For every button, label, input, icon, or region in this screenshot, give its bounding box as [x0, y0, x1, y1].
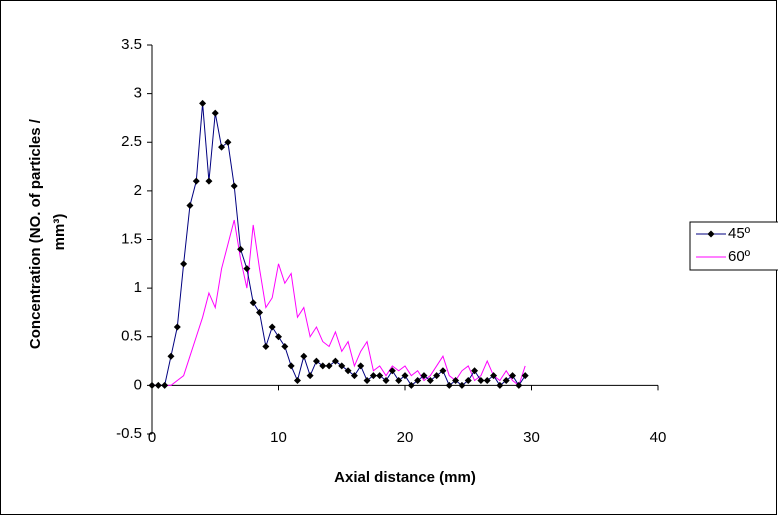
point: [376, 372, 384, 380]
point: [249, 299, 257, 307]
point: [192, 177, 200, 185]
point: [350, 372, 358, 380]
x-tick-label: 20: [397, 429, 414, 446]
point: [173, 323, 181, 331]
legend-label: 45º: [728, 225, 751, 242]
point: [262, 342, 270, 350]
point: [369, 372, 377, 380]
point: [490, 372, 498, 380]
point: [401, 372, 409, 380]
point: [471, 367, 479, 375]
point: [433, 372, 441, 380]
point: [293, 377, 301, 385]
y-tick-label: -0.5: [116, 425, 142, 442]
point: [426, 377, 434, 385]
x-tick-label: 40: [650, 429, 667, 446]
point: [395, 377, 403, 385]
point: [477, 377, 485, 385]
point: [325, 362, 333, 370]
point: [154, 381, 162, 389]
point: [161, 381, 169, 389]
point: [483, 377, 491, 385]
series-line: [152, 219, 526, 387]
point: [521, 372, 529, 380]
point: [300, 352, 308, 360]
point: [287, 362, 295, 370]
y-tick-label: 1: [134, 279, 142, 296]
point: [211, 109, 219, 117]
x-axis-title: Axial distance (mm): [334, 469, 476, 486]
point: [148, 381, 156, 389]
point: [230, 182, 238, 190]
y-tick-label: 1.5: [121, 230, 142, 247]
point: [344, 367, 352, 375]
y-tick-label: 3: [134, 85, 142, 102]
y-axis-title-line: mm³): [51, 214, 68, 251]
point: [363, 377, 371, 385]
x-tick-label: 30: [523, 429, 540, 446]
point: [464, 377, 472, 385]
y-tick-label: 2.5: [121, 133, 142, 150]
legend-label: 60º: [728, 248, 751, 265]
point: [496, 381, 504, 389]
point: [331, 357, 339, 365]
point: [515, 381, 523, 389]
point: [407, 381, 415, 389]
point: [382, 377, 390, 385]
legend-box: [689, 221, 778, 271]
y-tick-label: 0: [134, 376, 142, 393]
point: [281, 342, 289, 350]
point: [420, 372, 428, 380]
point: [414, 377, 422, 385]
point: [256, 308, 264, 316]
point: [243, 265, 251, 273]
point: [167, 352, 175, 360]
point: [388, 367, 396, 375]
point: [439, 367, 447, 375]
point: [205, 177, 213, 185]
point: [357, 362, 365, 370]
point: [306, 372, 314, 380]
point: [199, 99, 207, 107]
point: [458, 381, 466, 389]
y-axis-title: Concentration (NO. of particles / mm³): [27, 115, 68, 349]
point: [338, 362, 346, 370]
y-axis-title-line: Concentration (NO. of particles /: [27, 118, 44, 349]
point: [445, 381, 453, 389]
y-tick-label: 0.5: [121, 328, 142, 345]
point: [509, 372, 517, 380]
x-tick-label: 0: [148, 429, 156, 446]
y-tick-label: 2: [134, 182, 142, 199]
point: [180, 260, 188, 268]
point: [218, 143, 226, 151]
y-tick-label: 3.5: [121, 36, 142, 53]
point: [452, 377, 460, 385]
legend-marker: [707, 230, 715, 238]
point: [502, 377, 510, 385]
point: [224, 138, 232, 146]
point: [268, 323, 276, 331]
point: [319, 362, 327, 370]
point: [312, 357, 320, 365]
point: [237, 245, 245, 253]
point: [186, 201, 194, 209]
x-tick-label: 10: [270, 429, 287, 446]
point: [275, 333, 282, 341]
